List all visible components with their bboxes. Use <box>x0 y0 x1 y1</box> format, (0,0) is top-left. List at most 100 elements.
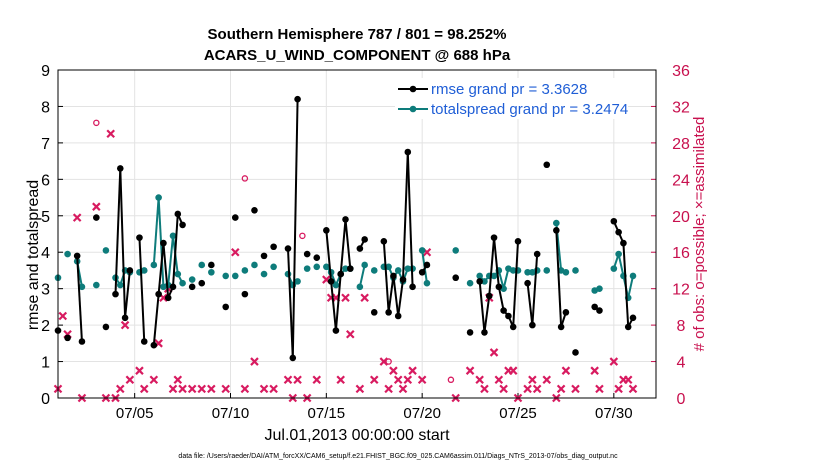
rmse-point <box>64 334 71 342</box>
obs-assimilated-marker <box>240 384 250 394</box>
y-tick-left-label: 7 <box>41 136 50 153</box>
obs-assimilated-stroke <box>499 384 508 394</box>
totalspread-point <box>418 247 426 254</box>
x-tick-label: 07/15 <box>308 405 346 422</box>
obs-assimilated-stroke <box>312 375 322 385</box>
rmse-segment <box>406 151 414 287</box>
y-tick-left-label: 5 <box>41 209 50 226</box>
obs-assimilated-marker <box>417 375 427 385</box>
obs-assimilated-stroke <box>389 366 398 375</box>
totalspread-point <box>553 219 560 227</box>
rmse-segment <box>330 281 337 331</box>
totalspread-point <box>452 247 460 254</box>
legend: rmse grand pr = 3.3628 totalspread grand… <box>395 78 628 119</box>
rmse-point <box>624 323 632 331</box>
rmse-point <box>557 323 565 331</box>
y-tick-left-label: 9 <box>41 63 50 80</box>
rmse-point <box>155 290 162 298</box>
totalspread-point <box>231 272 239 280</box>
y-tick-right-label: 24 <box>672 172 690 189</box>
obs-assimilated-marker <box>116 384 125 394</box>
totalspread-point <box>481 278 488 285</box>
obs-assimilated-marker <box>283 375 293 385</box>
obs-possible-marker <box>385 358 392 365</box>
rmse-segment <box>488 237 496 297</box>
obs-assimilated-marker <box>120 320 130 330</box>
obs-assimilated-stroke <box>595 384 604 394</box>
obs-assimilated-marker <box>389 366 398 375</box>
rmse-point <box>533 250 541 258</box>
obs-assimilated-marker <box>499 384 508 394</box>
x-tick-label: 07/25 <box>499 405 537 422</box>
obs-assimilated-stroke <box>259 384 269 394</box>
rmse-point <box>323 227 330 234</box>
rmse-point <box>390 272 397 280</box>
rmse-segment <box>478 281 486 333</box>
obs-assimilated-stroke <box>125 375 135 385</box>
rmse-point <box>140 338 148 345</box>
obs-assimilated-marker <box>571 384 580 394</box>
totalspread-segment <box>152 197 160 266</box>
obs-assimilated-marker <box>480 384 489 394</box>
y-tick-left-label: 8 <box>41 99 50 116</box>
totalspread-point <box>615 250 622 258</box>
obs-assimilated-marker <box>139 384 149 394</box>
obs-assimilated-stroke <box>250 357 259 366</box>
rmse-segment <box>162 243 170 298</box>
totalspread-point <box>155 194 162 201</box>
rmse-segment <box>392 275 400 317</box>
rmse-point <box>121 314 129 322</box>
totalspread-point <box>64 250 71 258</box>
rmse-point <box>73 252 81 260</box>
rmse-point <box>509 323 517 331</box>
rmse-segment <box>138 237 146 342</box>
rmse-point <box>591 303 598 311</box>
totalspread-point <box>188 276 196 283</box>
rmse-point <box>294 95 301 103</box>
rmse-point <box>500 307 507 314</box>
y-tick-right-label: 20 <box>672 209 690 226</box>
rmse-point <box>260 252 268 260</box>
obs-assimilated-stroke <box>475 375 484 385</box>
totalspread-point <box>404 265 412 272</box>
rmse-point <box>332 327 340 334</box>
obs-assimilated-stroke <box>120 320 130 330</box>
obs-assimilated-marker <box>135 366 144 375</box>
totalspread-point <box>490 272 498 280</box>
rmse-segment <box>483 295 491 333</box>
totalspread-point <box>93 281 100 289</box>
rmse-point <box>174 210 182 218</box>
obs-assimilated-stroke <box>480 384 489 394</box>
rmse-point <box>452 274 460 282</box>
rmse-point <box>342 216 349 223</box>
rmse-point <box>404 148 412 156</box>
totalspread-point <box>294 278 301 285</box>
obs-assimilated-marker <box>494 375 504 385</box>
obs-assimilated-marker <box>614 384 623 394</box>
rmse-segment <box>157 243 165 295</box>
rmse-point <box>615 228 622 236</box>
rmse-segment <box>334 274 342 331</box>
obs-assimilated-stroke <box>403 375 413 385</box>
totalspread-point <box>284 270 292 278</box>
obs-assimilated-stroke <box>168 384 178 394</box>
plot-area <box>58 70 656 398</box>
obs-assimilated-stroke <box>293 375 302 385</box>
obs-assimilated-stroke <box>465 366 475 375</box>
rmse-point <box>208 261 215 269</box>
obs-assimilated-stroke <box>623 375 633 385</box>
obs-assimilated-marker <box>341 293 350 303</box>
obs-assimilated-stroke <box>379 357 389 366</box>
obs-assimilated-stroke <box>609 357 619 366</box>
obs-assimilated-marker <box>355 384 365 394</box>
totalspread-point <box>270 263 277 271</box>
obs-assimilated-stroke <box>72 213 82 222</box>
obs-assimilated-marker <box>542 375 552 385</box>
obs-assimilated-marker <box>623 375 633 385</box>
rmse-point <box>179 221 186 229</box>
obs-assimilated-marker <box>408 366 417 375</box>
rmse-point <box>164 294 172 302</box>
totalspread-point <box>423 279 431 287</box>
obs-assimilated-stroke <box>116 384 125 394</box>
